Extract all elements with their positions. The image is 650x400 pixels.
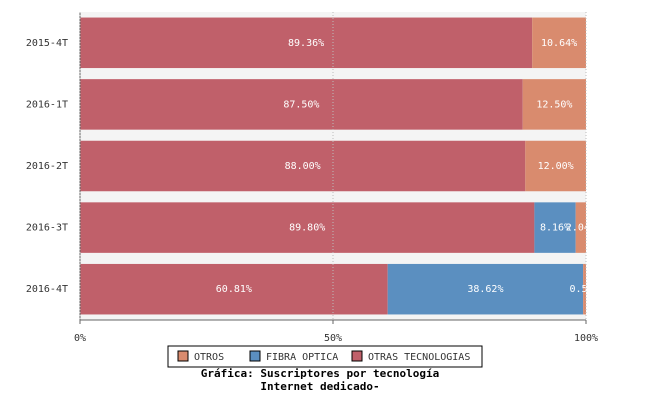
bar-segment xyxy=(522,79,586,130)
bar-segment xyxy=(534,202,576,253)
bar-segment xyxy=(532,17,586,69)
data-label: 87.50% xyxy=(283,99,319,110)
bar-segment xyxy=(80,140,526,192)
chart-subtitle: Internet dedicado- xyxy=(260,380,379,393)
x-tick-label: 100% xyxy=(574,333,598,344)
legend-swatch xyxy=(351,350,363,362)
data-label: 0.57% xyxy=(570,284,600,295)
data-label: 89.80% xyxy=(289,223,325,234)
legend xyxy=(167,345,483,368)
bar-segment xyxy=(575,202,586,253)
legend-swatch xyxy=(249,350,261,362)
data-label: 89.36% xyxy=(288,38,324,49)
bar-segment xyxy=(583,263,586,315)
data-label: 60.81% xyxy=(216,284,252,295)
y-tick-label: 2016-3T xyxy=(26,223,68,234)
data-label: 12.50% xyxy=(536,99,572,110)
bar-segment xyxy=(525,140,586,192)
y-tick-label: 2016-1T xyxy=(26,99,68,110)
legend-label: OTROS xyxy=(194,352,224,363)
y-tick-label: 2016-2T xyxy=(26,161,68,172)
bar-segment xyxy=(80,79,523,130)
data-label: 2.04% xyxy=(566,223,596,234)
data-label: 38.62% xyxy=(467,284,503,295)
y-tick-label: 2015-4T xyxy=(26,38,68,49)
legend-label: OTRAS TECNOLOGIAS xyxy=(368,352,470,363)
data-label: 88.00% xyxy=(285,161,321,172)
legend-swatch xyxy=(177,350,189,362)
plot: 89.36% 10.64% 87.50% 12.50% 88.00% 12.00% 89.8… xyxy=(80,17,600,315)
data-label: 12.00% xyxy=(538,161,574,172)
x-tick-label: 0% xyxy=(74,333,86,344)
bar-segment xyxy=(80,202,535,253)
chart-title: Gráfica: Suscriptores por tecnología xyxy=(201,367,439,380)
data-label: 10.64% xyxy=(541,38,577,49)
bar-segment xyxy=(387,263,584,315)
bar-segment xyxy=(80,17,533,69)
bar-segment xyxy=(80,263,388,315)
x-tick-label: 50% xyxy=(324,333,342,344)
data-label: 8.16% xyxy=(540,223,570,234)
legend-label: FIBRA OPTICA xyxy=(266,352,338,363)
y-tick-label: 2016-4T xyxy=(26,284,68,295)
